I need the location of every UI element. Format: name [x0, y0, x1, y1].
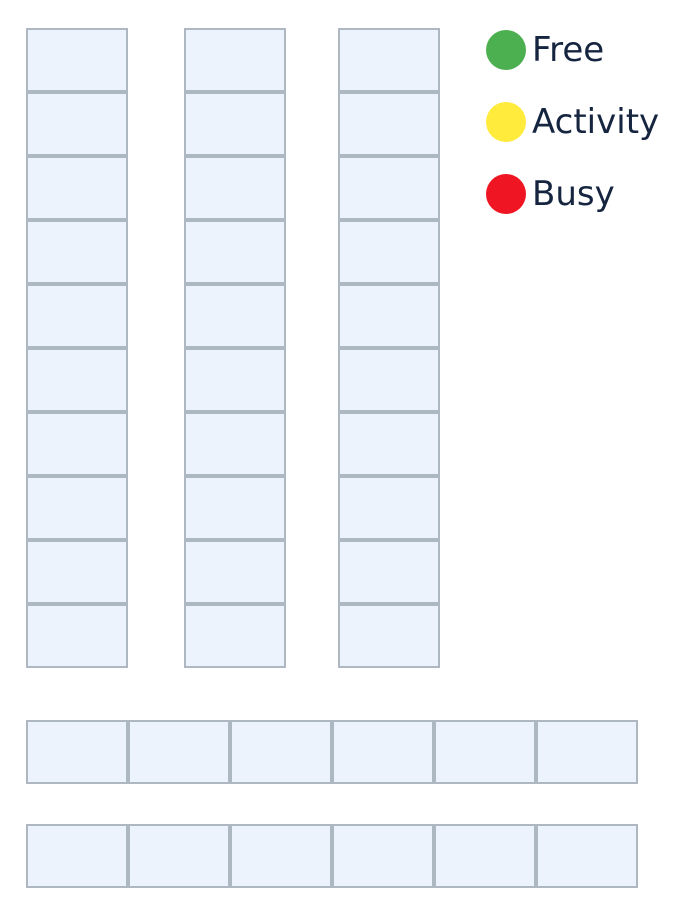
slot-cell[interactable] [184, 92, 286, 156]
slot-cell[interactable] [338, 604, 440, 668]
slot-row-2 [26, 824, 638, 888]
legend-item-free: Free [486, 30, 659, 70]
slot-column-1 [26, 28, 128, 668]
slot-cell[interactable] [338, 540, 440, 604]
slot-column-3 [338, 28, 440, 668]
legend-item-activity: Activity [486, 102, 659, 142]
slot-cell[interactable] [338, 156, 440, 220]
slot-cell[interactable] [184, 348, 286, 412]
slot-cell[interactable] [536, 720, 638, 784]
busy-status-dot-icon [486, 174, 526, 214]
slot-cell[interactable] [230, 720, 332, 784]
activity-status-dot-icon [486, 102, 526, 142]
slot-cell[interactable] [128, 824, 230, 888]
slot-cell[interactable] [184, 156, 286, 220]
slot-cell[interactable] [26, 156, 128, 220]
slot-cell[interactable] [26, 824, 128, 888]
slot-cell[interactable] [26, 540, 128, 604]
slot-cell[interactable] [434, 824, 536, 888]
slot-cell[interactable] [26, 28, 128, 92]
slot-cell[interactable] [536, 824, 638, 888]
slot-cell[interactable] [332, 720, 434, 784]
slot-cell[interactable] [434, 720, 536, 784]
slot-cell[interactable] [26, 220, 128, 284]
slot-cell[interactable] [184, 284, 286, 348]
slot-cell[interactable] [338, 284, 440, 348]
slot-cell[interactable] [184, 604, 286, 668]
slot-cell[interactable] [338, 28, 440, 92]
slot-cell[interactable] [184, 476, 286, 540]
free-status-dot-icon [486, 30, 526, 70]
slot-cell[interactable] [338, 92, 440, 156]
legend-label-activity: Activity [532, 102, 660, 142]
slot-cell[interactable] [184, 412, 286, 476]
slot-cell[interactable] [230, 824, 332, 888]
slot-cell[interactable] [184, 540, 286, 604]
slot-cell[interactable] [26, 412, 128, 476]
slot-cell[interactable] [184, 220, 286, 284]
legend-item-busy: Busy [486, 174, 659, 214]
legend-label-free: Free [532, 30, 605, 70]
slot-cell[interactable] [184, 28, 286, 92]
slot-cell[interactable] [26, 348, 128, 412]
slot-cell[interactable] [26, 720, 128, 784]
legend-label-busy: Busy [532, 174, 615, 214]
status-legend: Free Activity Busy [486, 30, 659, 246]
slot-cell[interactable] [128, 720, 230, 784]
slot-cell[interactable] [338, 220, 440, 284]
slot-cell[interactable] [26, 604, 128, 668]
slot-cell[interactable] [332, 824, 434, 888]
slot-cell[interactable] [338, 476, 440, 540]
slot-cell[interactable] [338, 348, 440, 412]
slot-row-1 [26, 720, 638, 784]
slot-cell[interactable] [26, 92, 128, 156]
slot-cell[interactable] [338, 412, 440, 476]
slot-cell[interactable] [26, 476, 128, 540]
slot-cell[interactable] [26, 284, 128, 348]
slot-column-2 [184, 28, 286, 668]
